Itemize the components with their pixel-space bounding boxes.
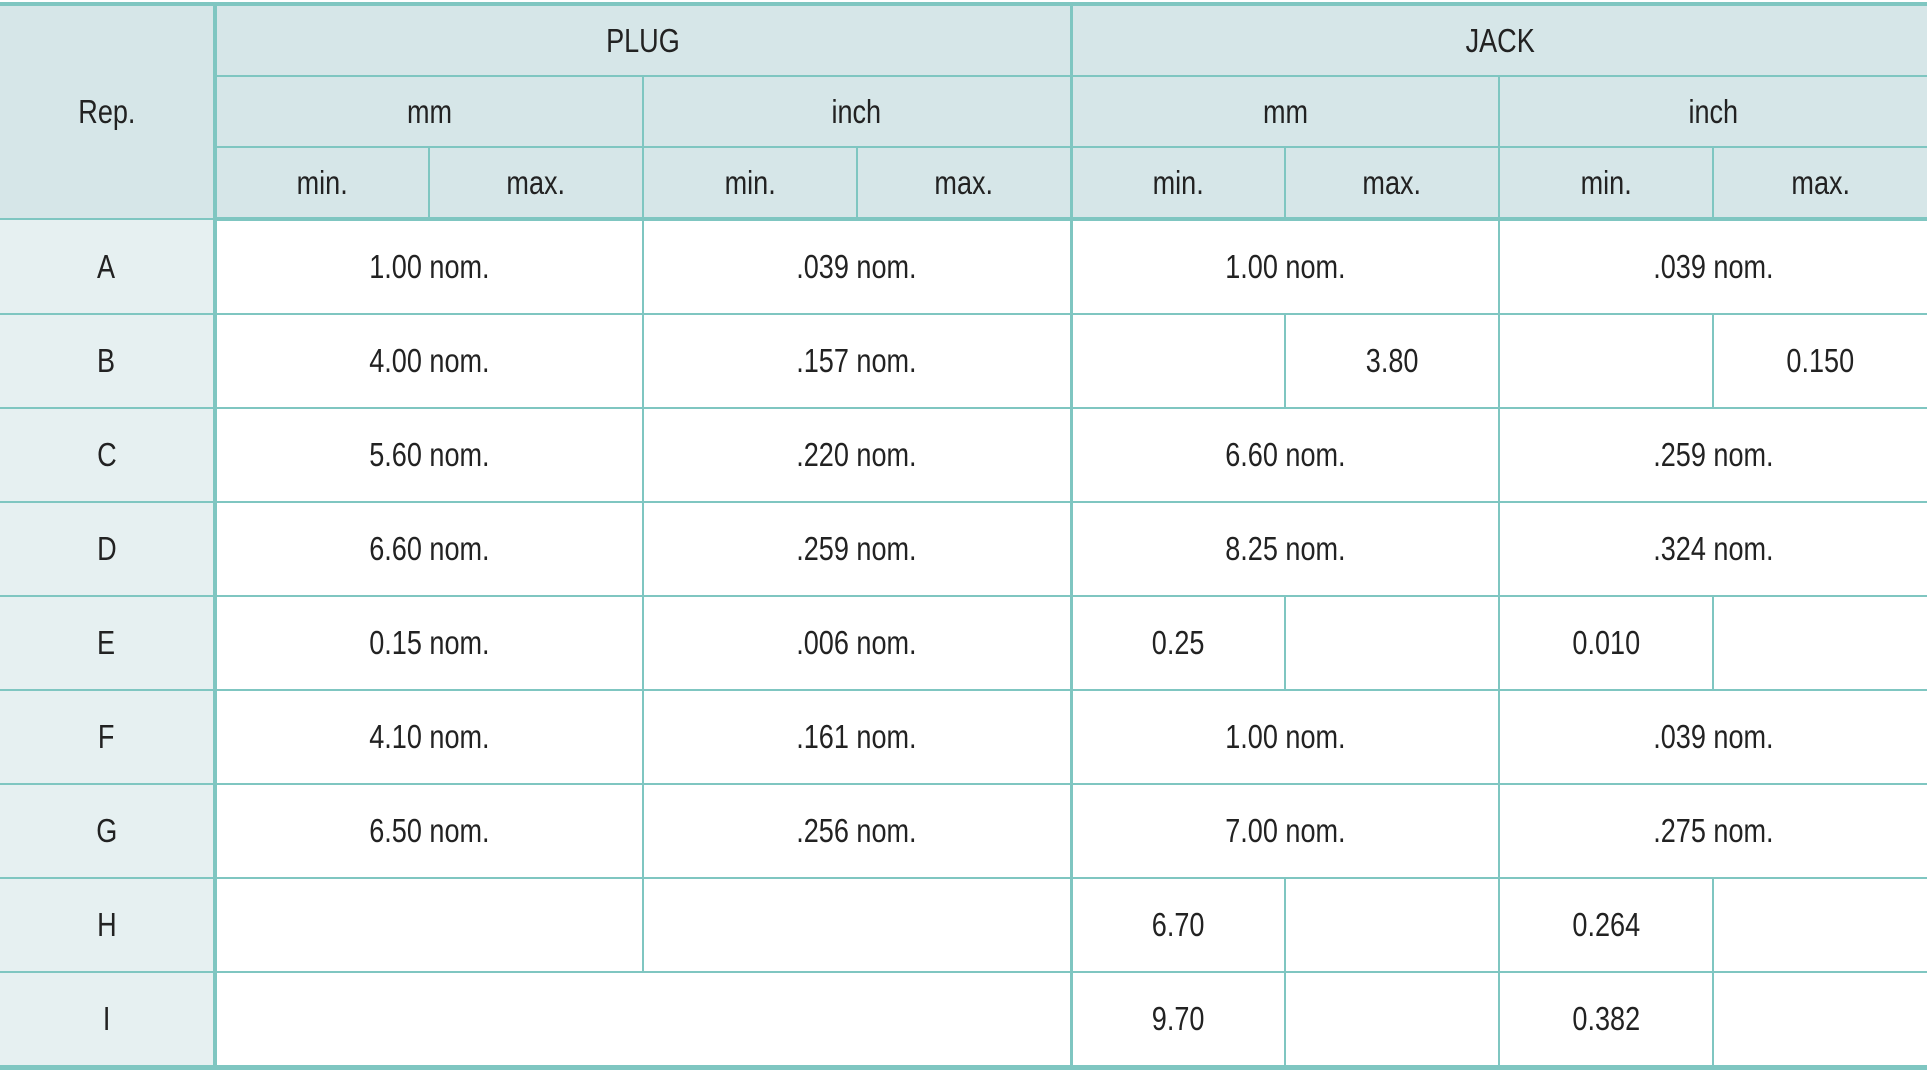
header-unit: mm: [214, 75, 644, 148]
value-cell: 0.264: [1498, 877, 1714, 973]
value-cell: 1.00 nom.: [1069, 218, 1500, 315]
table-row: F 4.10 nom. .161 nom. 1.00 nom. .039 nom.: [0, 689, 1927, 785]
table-row: D 6.60 nom. .259 nom. 8.25 nom. .324 nom.: [0, 501, 1927, 597]
value-cell: 6.70: [1069, 877, 1286, 973]
value-cell: .256 nom.: [642, 783, 1072, 879]
value-cell: .039 nom.: [1497, 689, 1927, 785]
value-cell: .157 nom.: [642, 313, 1072, 409]
table-row: H 6.70 0.264: [0, 877, 1927, 973]
value-cell: [214, 971, 1071, 1070]
header-unit: mm: [1069, 75, 1500, 148]
value-cell: .324 nom.: [1497, 501, 1927, 597]
value-cell: 0.150: [1711, 313, 1927, 409]
header-limit: max.: [428, 146, 644, 221]
header-limit: min.: [214, 146, 430, 221]
header-limit: max.: [1284, 146, 1500, 221]
rep-cell: G: [0, 783, 217, 879]
table-row: B 4.00 nom. .157 nom. 3.80 0.150: [0, 313, 1927, 409]
value-cell: .006 nom.: [642, 595, 1072, 691]
value-cell: 6.60 nom.: [214, 501, 644, 597]
header-unit: inch: [1497, 75, 1927, 148]
value-cell: .259 nom.: [1497, 407, 1927, 503]
value-cell: [214, 877, 644, 973]
value-cell: 0.010: [1498, 595, 1714, 691]
value-cell: 4.10 nom.: [214, 689, 644, 785]
table-row: E 0.15 nom. .006 nom. 0.25 0.010: [0, 595, 1927, 691]
value-cell: 0.382: [1498, 971, 1714, 1070]
header-plug: PLUG: [214, 2, 1072, 77]
value-cell: 4.00 nom.: [214, 313, 644, 409]
table-row: A 1.00 nom. .039 nom. 1.00 nom. .039 nom.: [0, 218, 1927, 315]
header-limit: min.: [1069, 146, 1286, 221]
value-cell: 7.00 nom.: [1069, 783, 1500, 879]
value-cell: [1284, 971, 1500, 1070]
header-limit: min.: [1498, 146, 1714, 221]
value-cell: 6.50 nom.: [214, 783, 644, 879]
value-cell: .039 nom.: [642, 218, 1072, 315]
value-cell: .039 nom.: [1497, 218, 1927, 315]
value-cell: [1069, 313, 1286, 409]
value-cell: [642, 877, 1072, 973]
value-cell: [1498, 313, 1714, 409]
table-row: I 9.70 0.382: [0, 971, 1927, 1070]
value-cell: 0.15 nom.: [214, 595, 644, 691]
value-cell: [1711, 595, 1927, 691]
value-cell: [1711, 877, 1927, 973]
header-limit: max.: [1711, 146, 1927, 221]
value-cell: 6.60 nom.: [1069, 407, 1500, 503]
header-jack: JACK: [1069, 2, 1927, 77]
value-cell: 1.00 nom.: [214, 218, 644, 315]
rep-cell: E: [0, 595, 217, 691]
value-cell: [1711, 971, 1927, 1070]
value-cell: 8.25 nom.: [1069, 501, 1500, 597]
header-limit: min.: [642, 146, 858, 221]
rep-cell: F: [0, 689, 217, 785]
value-cell: 5.60 nom.: [214, 407, 644, 503]
value-cell: [1284, 877, 1500, 973]
rep-cell: H: [0, 877, 217, 973]
header-unit: inch: [642, 75, 1072, 148]
rep-cell: I: [0, 971, 217, 1070]
value-cell: .275 nom.: [1497, 783, 1927, 879]
value-cell: 1.00 nom.: [1069, 689, 1500, 785]
rep-cell: D: [0, 501, 217, 597]
header-limit: max.: [856, 146, 1072, 221]
rep-cell: C: [0, 407, 217, 503]
value-cell: .161 nom.: [642, 689, 1072, 785]
value-cell: .220 nom.: [642, 407, 1072, 503]
rep-cell: A: [0, 218, 217, 315]
header-rep: Rep.: [0, 2, 217, 220]
value-cell: 0.25: [1069, 595, 1286, 691]
value-cell: [1284, 595, 1500, 691]
table-row: G 6.50 nom. .256 nom. 7.00 nom. .275 nom.: [0, 783, 1927, 879]
table-row: C 5.60 nom. .220 nom. 6.60 nom. .259 nom.: [0, 407, 1927, 503]
value-cell: 3.80: [1284, 313, 1500, 409]
rep-cell: B: [0, 313, 217, 409]
value-cell: 9.70: [1069, 971, 1286, 1070]
value-cell: .259 nom.: [642, 501, 1072, 597]
